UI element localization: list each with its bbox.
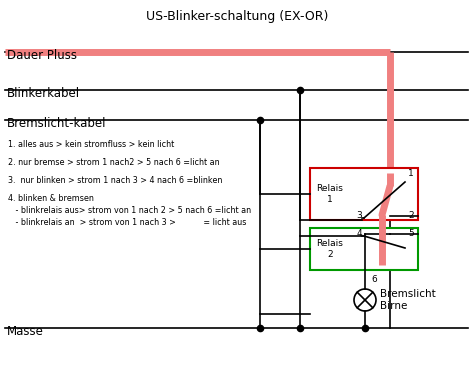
Text: Bremslicht
Birne: Bremslicht Birne xyxy=(380,289,436,311)
Text: 1: 1 xyxy=(408,169,414,178)
Text: Relais
1: Relais 1 xyxy=(317,184,344,204)
Text: 2: 2 xyxy=(409,211,414,220)
Text: US-Blinker-schaltung (EX-OR): US-Blinker-schaltung (EX-OR) xyxy=(146,10,328,23)
Text: Dauer Pluss: Dauer Pluss xyxy=(7,49,77,62)
Bar xyxy=(310,168,418,220)
Text: - blinkrelais an  > strom von 1 nach 3 >           = licht aus: - blinkrelais an > strom von 1 nach 3 > … xyxy=(8,218,246,227)
Text: Bremslicht-kabel: Bremslicht-kabel xyxy=(7,117,107,130)
Text: 6: 6 xyxy=(371,276,377,284)
Text: 3.  nur blinken > strom 1 nach 3 > 4 nach 6 =blinken: 3. nur blinken > strom 1 nach 3 > 4 nach… xyxy=(8,176,222,185)
Text: 2. nur bremse > strom 1 nach2 > 5 nach 6 =licht an: 2. nur bremse > strom 1 nach2 > 5 nach 6… xyxy=(8,158,219,167)
Text: 4: 4 xyxy=(356,230,362,238)
Text: 3: 3 xyxy=(356,211,362,220)
Text: 5: 5 xyxy=(408,230,414,238)
Text: 1. alles aus > kein stromfluss > kein licht: 1. alles aus > kein stromfluss > kein li… xyxy=(8,140,174,149)
Text: 4. blinken & bremsen: 4. blinken & bremsen xyxy=(8,194,94,203)
Text: Masse: Masse xyxy=(7,325,44,338)
Bar xyxy=(310,228,418,270)
Text: Blinkerkabel: Blinkerkabel xyxy=(7,87,80,100)
Text: Relais
2: Relais 2 xyxy=(317,239,344,259)
Text: - blinkrelais aus> strom von 1 nach 2 > 5 nach 6 =licht an: - blinkrelais aus> strom von 1 nach 2 > … xyxy=(8,206,251,215)
